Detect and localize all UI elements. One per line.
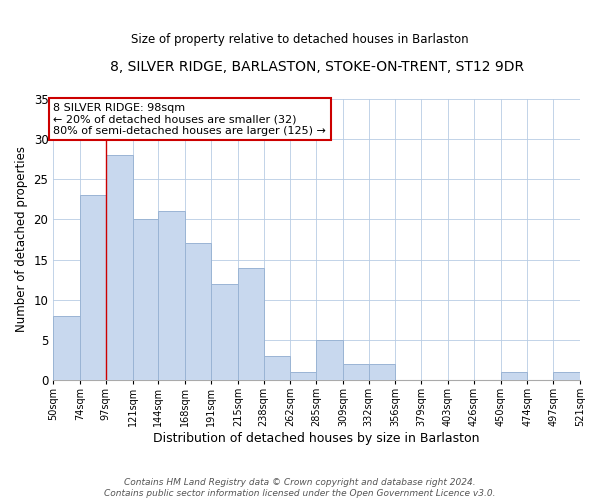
- Y-axis label: Number of detached properties: Number of detached properties: [15, 146, 28, 332]
- Bar: [53, 316, 80, 380]
- Text: Size of property relative to detached houses in Barlaston: Size of property relative to detached ho…: [131, 32, 469, 46]
- Text: Contains HM Land Registry data © Crown copyright and database right 2024.
Contai: Contains HM Land Registry data © Crown c…: [104, 478, 496, 498]
- Text: 8 SILVER RIDGE: 98sqm
← 20% of detached houses are smaller (32)
80% of semi-deta: 8 SILVER RIDGE: 98sqm ← 20% of detached …: [53, 103, 326, 136]
- Bar: [80, 195, 106, 380]
- X-axis label: Distribution of detached houses by size in Barlaston: Distribution of detached houses by size …: [154, 432, 480, 445]
- Bar: [106, 155, 133, 380]
- Bar: [368, 364, 395, 380]
- Bar: [133, 220, 158, 380]
- Bar: [316, 340, 343, 380]
- Bar: [500, 372, 527, 380]
- Bar: [290, 372, 316, 380]
- Bar: [211, 284, 238, 380]
- Title: 8, SILVER RIDGE, BARLASTON, STOKE-ON-TRENT, ST12 9DR: 8, SILVER RIDGE, BARLASTON, STOKE-ON-TRE…: [110, 60, 524, 74]
- Bar: [343, 364, 368, 380]
- Bar: [553, 372, 580, 380]
- Bar: [238, 268, 263, 380]
- Bar: [158, 212, 185, 380]
- Bar: [263, 356, 290, 380]
- Bar: [185, 244, 211, 380]
